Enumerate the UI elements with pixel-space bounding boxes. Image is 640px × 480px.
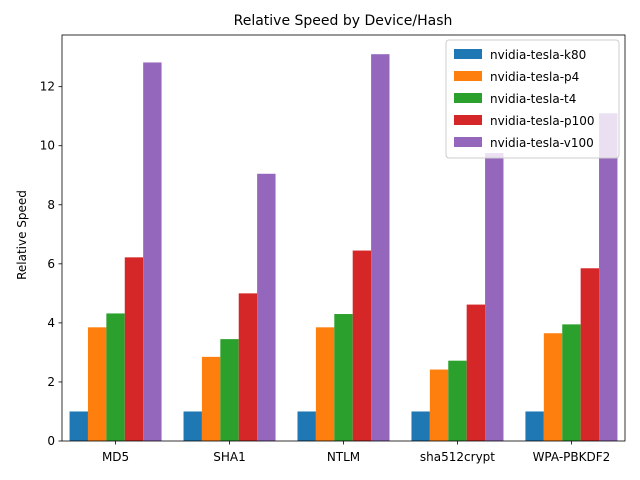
- bar-nvidia-tesla-t4-MD5: [106, 313, 125, 441]
- bar-nvidia-tesla-t4-sha512crypt: [448, 360, 467, 441]
- x-tick-label: SHA1: [213, 450, 245, 464]
- legend-label: nvidia-tesla-p100: [490, 114, 595, 128]
- legend-box: [445, 39, 620, 159]
- bar-nvidia-tesla-k80-MD5: [69, 411, 88, 441]
- bar-nvidia-tesla-p4-WPA-PBKDF2: [543, 333, 563, 441]
- bar-nvidia-tesla-t4-WPA-PBKDF2: [562, 324, 581, 441]
- y-tick-label: 10: [40, 139, 55, 153]
- bar-nvidia-tesla-k80-SHA1: [183, 411, 202, 441]
- legend-label: nvidia-tesla-v100: [490, 136, 594, 150]
- y-tick-label: 6: [47, 257, 55, 271]
- legend-label: nvidia-tesla-k80: [490, 48, 586, 62]
- axes-group: 0 2 4 6 8 10 12 MD5 SHA1 NTLM sha512crypt WPA-PBKDF…: [40, 34, 626, 464]
- bar-nvidia-tesla-p100-SHA1: [238, 293, 258, 441]
- bar-nvidia-tesla-p4-sha512crypt: [429, 369, 449, 441]
- bar-nvidia-tesla-p100-NTLM: [352, 250, 372, 441]
- bar-nvidia-tesla-v100-WPA-PBKDF2: [599, 113, 618, 441]
- bar-nvidia-tesla-v100-MD5: [143, 62, 162, 442]
- bar-nvidia-tesla-p4-MD5: [87, 327, 107, 441]
- legend-label: nvidia-tesla-p4: [490, 70, 579, 84]
- bar-nvidia-tesla-p100-WPA-PBKDF2: [580, 268, 600, 441]
- bar-nvidia-tesla-k80-NTLM: [297, 411, 316, 441]
- chart-title: Relative Speed by Device/Hash: [234, 13, 453, 29]
- bar-nvidia-tesla-p4-NTLM: [315, 327, 335, 441]
- legend-swatch: [454, 49, 482, 59]
- bar-nvidia-tesla-p100-MD5: [124, 257, 144, 441]
- y-tick-label: 12: [40, 80, 55, 94]
- legend-swatch: [454, 115, 482, 125]
- legend-swatch: [454, 71, 482, 81]
- bar-nvidia-tesla-v100-SHA1: [257, 173, 276, 441]
- bar-nvidia-tesla-v100-sha512crypt: [485, 153, 504, 442]
- legend-swatch: [454, 137, 482, 147]
- y-tick-label: 0: [47, 434, 55, 448]
- bar-nvidia-tesla-v100-NTLM: [371, 54, 390, 441]
- y-tick-label: 4: [47, 316, 55, 330]
- bar-nvidia-tesla-k80-sha512crypt: [411, 411, 430, 441]
- bar-nvidia-tesla-p100-sha512crypt: [466, 304, 486, 441]
- x-tick-label: WPA-PBKDF2: [533, 450, 611, 464]
- legend: nvidia-tesla-k80 nvidia-tesla-p4 nvidia-te…: [445, 39, 620, 159]
- legend-label: nvidia-tesla-t4: [490, 92, 576, 106]
- x-tick-label: sha512crypt: [420, 450, 495, 464]
- bar-nvidia-tesla-k80-WPA-PBKDF2: [525, 411, 544, 441]
- bar-nvidia-tesla-p4-SHA1: [201, 356, 221, 441]
- bar-nvidia-tesla-t4-NTLM: [334, 314, 353, 441]
- y-tick-label: 8: [47, 198, 55, 212]
- bars-group: [69, 54, 618, 442]
- y-axis-label: Relative Speed: [15, 190, 29, 280]
- bar-nvidia-tesla-t4-SHA1: [220, 339, 239, 441]
- x-tick-label: MD5: [102, 450, 129, 464]
- y-tick-label: 2: [47, 375, 55, 389]
- x-tick-label: NTLM: [327, 450, 360, 464]
- legend-swatch: [454, 93, 482, 103]
